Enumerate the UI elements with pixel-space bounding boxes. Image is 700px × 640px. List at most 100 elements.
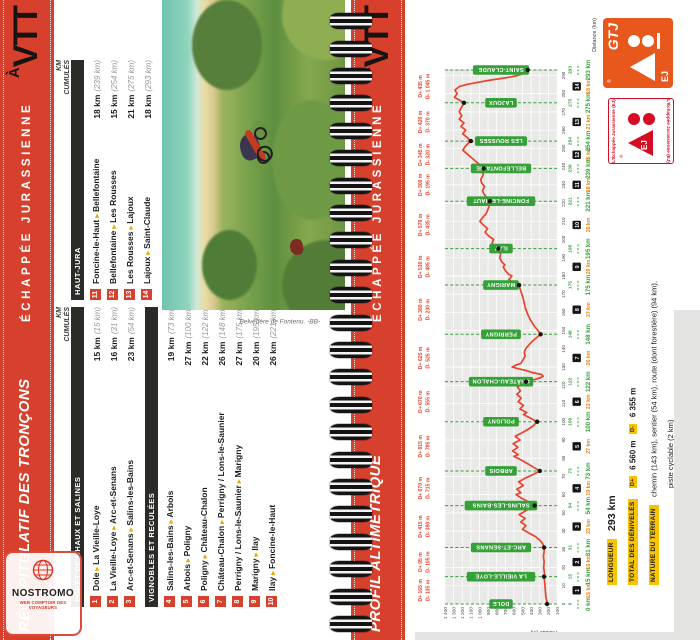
svg-text:275 km: 275 km [585, 92, 592, 113]
svg-text:D+ 165 m: D+ 165 m [418, 579, 424, 602]
stage-tables-right-column: HAUT-JURA 11 Foncine-le-Haut▸Bellefontaine… [71, 60, 155, 300]
registered-icon: ® [619, 154, 624, 158]
svg-text:19 km: 19 km [586, 481, 592, 496]
svg-text:60: 60 [561, 492, 566, 498]
route-arrow-icon: ▸ [91, 566, 101, 571]
stage-number-badge: 1 [90, 596, 101, 607]
waypoint-label [466, 196, 536, 207]
spiral-coil [330, 533, 372, 550]
spiral-coil [330, 232, 372, 249]
terrain-value-1: chemin (143 km), sentier (54 km), route … [649, 281, 659, 497]
waypoint-label-text: SAINT-CLAUDE [478, 66, 523, 72]
page-a-title-band: RÉCAPITULATIF DES TRONÇONS ÉCHAPPÉE JURA… [0, 0, 54, 640]
svg-text:15 km: 15 km [586, 147, 592, 162]
svg-text:14: 14 [575, 83, 581, 89]
stage-number-badge: 11 [90, 289, 101, 300]
spiral-coil [330, 616, 372, 632]
stage-distances: 27 km(100 km) [182, 307, 193, 366]
waypoint-label [466, 571, 536, 582]
stage-name: La Vieille-Loye▸Arc-et-Senans [107, 466, 118, 591]
svg-text:40: 40 [561, 528, 566, 534]
svg-text:D- 230 m: D- 230 m [426, 299, 432, 321]
stage-number-badge: 3 [124, 596, 135, 607]
waypoint-label-text: LA VIEILLE-LOYE [475, 573, 527, 579]
svg-text:21 km: 21 km [586, 114, 592, 129]
svg-text:D+ 670 m: D+ 670 m [418, 390, 424, 413]
stage-number-badge: 8 [232, 596, 243, 607]
svg-text:D- 320 m: D- 320 m [426, 144, 432, 166]
svg-text:D- 715 m: D- 715 m [426, 477, 432, 499]
stage-number-badge: 12 [107, 289, 118, 300]
svg-text:D+ 670 m: D+ 670 m [418, 477, 424, 500]
svg-text:11: 11 [575, 182, 581, 188]
stage-number-badge: 14 [141, 289, 152, 300]
table-row: 4 Salins-les-Bains▸Arbois 19 km(73 km) [161, 307, 178, 607]
waypoint-label [464, 500, 538, 511]
page-profil: PROFIL ALTIMÉTRIQUE ÉCHAPPÉE JURASSIENNE… [351, 0, 700, 640]
dminus-chip: D- [628, 423, 637, 435]
svg-text:50: 50 [561, 510, 566, 516]
stage-distances: 21 km(275 km) [125, 60, 136, 119]
waypoint-label-text: CHÂTEAU-CHALON [472, 378, 529, 385]
svg-text:D+ 380 m: D+ 380 m [418, 298, 424, 321]
waypoint-label-text: PERRIGNY [485, 330, 517, 336]
svg-text:1: 1 [575, 589, 581, 592]
svg-text:D+ 815 m: D+ 815 m [418, 435, 424, 458]
stage-name: Arbois▸Poligny [181, 525, 192, 591]
svg-text:8: 8 [575, 308, 581, 311]
svg-text:D- 555 m: D- 555 m [426, 391, 432, 413]
svg-text:148 km: 148 km [585, 323, 592, 344]
spiral-coil [330, 588, 372, 605]
bar-icon [657, 33, 660, 49]
nostromo-watermark: NOSTROMO WEB COMPTOIR DES VOYAGEURS [4, 551, 82, 636]
route-info-block: LONGUEUR 293 km TOTAL DES DÉNIVELÉS D+ 6… [603, 165, 675, 585]
waypoint-label [470, 542, 532, 553]
svg-text:900: 900 [486, 607, 492, 615]
stage-name: Dole▸La Vieille-Loye [90, 505, 101, 591]
circle-icon [628, 35, 640, 47]
svg-text:D+ 415 m: D+ 415 m [418, 515, 424, 538]
route-arrow-icon: ▸ [108, 525, 118, 530]
svg-text:73 km: 73 km [585, 462, 592, 480]
waypoint-label [474, 136, 528, 146]
svg-text:1 200: 1 200 [460, 607, 466, 619]
svg-text:D+ 95 m: D+ 95 m [418, 552, 424, 572]
spiral-coil [330, 205, 372, 221]
waypoint-label [489, 243, 513, 254]
svg-text:22 km: 22 km [586, 394, 592, 409]
svg-text:130: 130 [561, 363, 566, 371]
svg-text:148: 148 [568, 330, 574, 338]
route-arrow-icon: ▸ [182, 558, 192, 563]
table-row: 10 Ilay▸Foncine-le-Haut 26 km(221 km) [263, 307, 280, 607]
svg-text:122 km: 122 km [585, 371, 592, 392]
spiral-coil [330, 506, 372, 523]
photo-caption: Belvédère de Fontenu. -BB- [239, 318, 321, 326]
a-vtt-logo-a: À [6, 67, 23, 79]
stage-number-badge: 2 [107, 596, 118, 607]
svg-text:220: 220 [561, 199, 566, 207]
stage-distances: 18 km(239 km) [91, 60, 102, 119]
waypoint-label-text: FONCINE-LE-HAUT [473, 197, 529, 203]
circle-icon [642, 35, 654, 47]
svg-text:6: 6 [575, 400, 581, 403]
spiral-coil [330, 13, 372, 30]
spiral-coil [330, 424, 372, 441]
stage-tables-left-column: FORÊT DE CHAUX ET SALINES 1 Dole▸La Vieill… [71, 307, 280, 607]
svg-text:4: 4 [575, 487, 581, 490]
svg-text:26 km: 26 km [586, 217, 592, 232]
terrain-label-chip: NATURE DU TERRAIN [648, 505, 659, 585]
svg-text:90: 90 [561, 437, 566, 443]
svg-text:10: 10 [575, 222, 581, 228]
waypoint-label [468, 376, 534, 387]
svg-text:20 km: 20 km [586, 259, 592, 274]
route-arrow-icon: ▸ [125, 225, 135, 230]
svg-text:D- 135 m: D- 135 m [426, 579, 432, 601]
svg-text:1 300: 1 300 [451, 607, 457, 619]
svg-text:D+ 420 m: D+ 420 m [418, 110, 424, 133]
spiral-coil [330, 287, 372, 304]
dminus-value: 6 355 m [628, 387, 638, 418]
spiral-coil [330, 177, 372, 194]
length-line: LONGUEUR 293 km [603, 165, 621, 585]
svg-text:160: 160 [561, 308, 566, 316]
